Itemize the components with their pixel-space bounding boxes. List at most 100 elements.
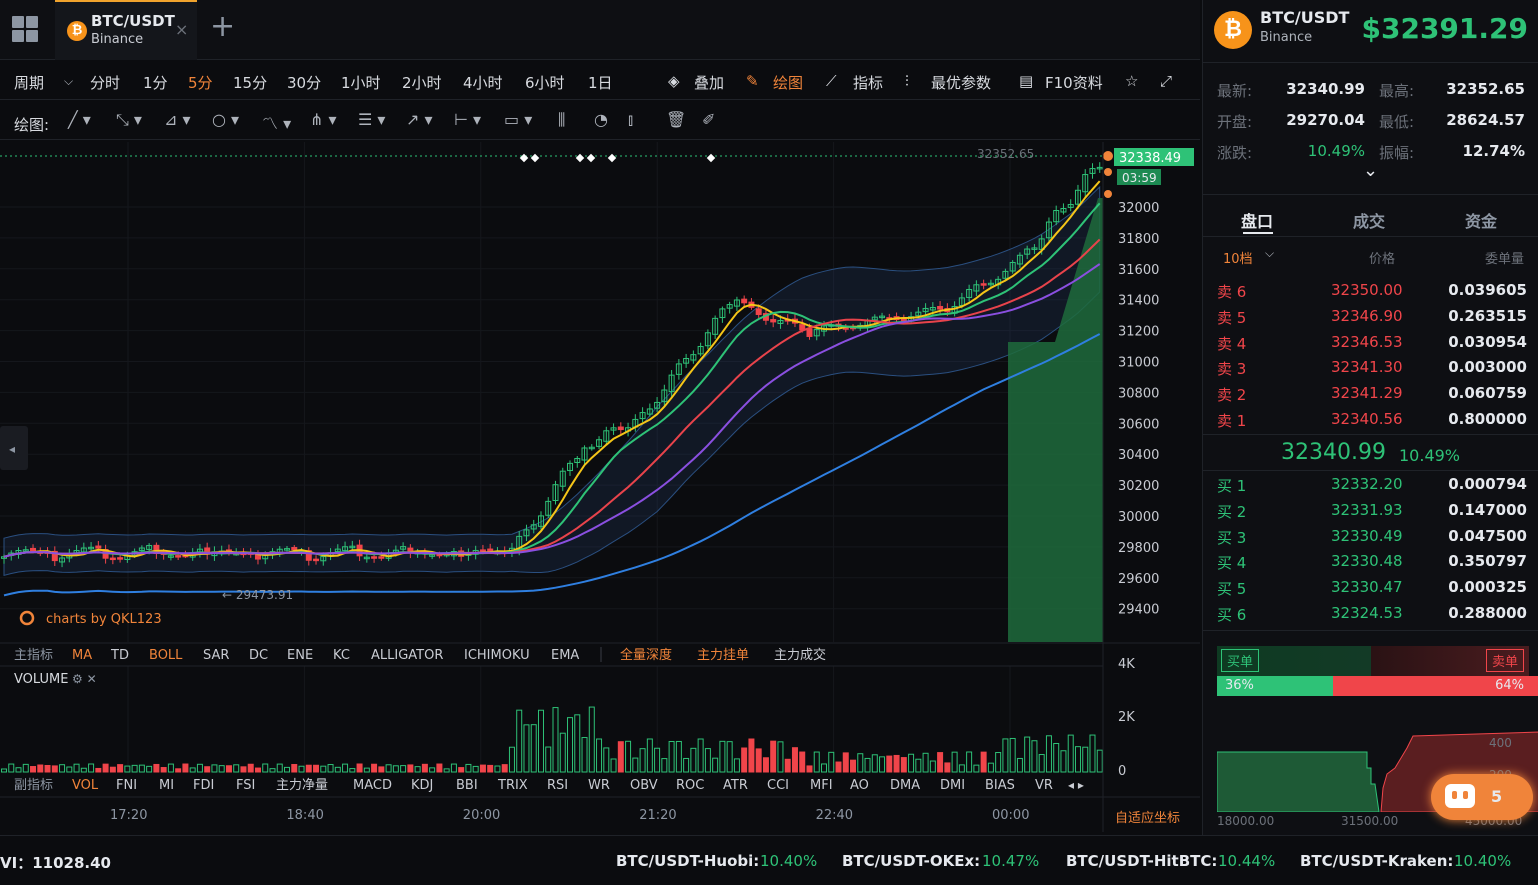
main-indicator-kc[interactable]: KC bbox=[333, 648, 350, 663]
pie-tool-icon[interactable]: ◔ bbox=[594, 110, 608, 129]
pencil-icon[interactable]: ✎ bbox=[746, 72, 759, 90]
tab-btc-usdt[interactable]: ₿ BTC/USDT Binance × bbox=[55, 0, 197, 60]
tab-orderbook[interactable]: 盘口 bbox=[1241, 212, 1274, 231]
sub-indicator-9[interactable]: TRIX bbox=[497, 778, 528, 793]
eraser-icon[interactable]: ✐ bbox=[702, 110, 716, 129]
main-indicator-dc[interactable]: DC bbox=[249, 648, 268, 663]
chart-line-icon[interactable]: ⟋ bbox=[826, 72, 837, 90]
sub-indicator-17[interactable]: AO bbox=[850, 778, 869, 793]
sub-indicator-18[interactable]: DMA bbox=[890, 778, 920, 793]
chevron-down-icon[interactable]: ⌵ bbox=[64, 74, 74, 88]
sub-indicator-11[interactable]: WR bbox=[588, 778, 610, 793]
overlay-button[interactable]: 叠加 bbox=[694, 74, 725, 92]
main-indicator-ene[interactable]: ENE bbox=[287, 648, 313, 663]
alert-dot[interactable] bbox=[1103, 151, 1113, 161]
sub-indicator-14[interactable]: ATR bbox=[723, 778, 748, 793]
bid-row[interactable]: 买 2 32331.93 0.147000 bbox=[1217, 499, 1527, 523]
sub-indicator-6[interactable]: MACD bbox=[353, 778, 392, 793]
fullscreen-icon[interactable]: ⤢ bbox=[1160, 72, 1173, 90]
main-indicator-ema[interactable]: EMA bbox=[551, 648, 579, 663]
bid-row[interactable]: 买 5 32330.47 0.000325 bbox=[1217, 576, 1527, 600]
period-15m[interactable]: 15分 bbox=[233, 74, 268, 92]
main-indicator-ma[interactable]: MA bbox=[72, 648, 92, 663]
apps-grid-icon[interactable] bbox=[12, 16, 38, 42]
circle-tool-icon[interactable]: ○ ▾ bbox=[212, 110, 240, 129]
sub-indicator-5[interactable]: 主力净量 bbox=[276, 778, 328, 793]
comment-tool-icon[interactable]: ▭ ▾ bbox=[504, 110, 533, 129]
chevron-down-icon[interactable]: ⌵ bbox=[1265, 246, 1275, 260]
sub-indicator-4[interactable]: FSI bbox=[236, 778, 255, 793]
add-tab-icon[interactable]: + bbox=[210, 9, 236, 44]
period-5m[interactable]: 5分 bbox=[188, 74, 213, 92]
main-indicator-sar[interactable]: SAR bbox=[203, 648, 229, 663]
tab-funds[interactable]: 资金 bbox=[1465, 212, 1498, 231]
sub-indicator-20[interactable]: BIAS bbox=[985, 778, 1015, 793]
chat-button[interactable]: 5 bbox=[1431, 774, 1533, 820]
main-indicator-alligator[interactable]: ALLIGATOR bbox=[371, 648, 443, 663]
sub-indicator-15[interactable]: CCI bbox=[767, 778, 789, 793]
collapse-panel-button[interactable] bbox=[0, 426, 28, 470]
depth-tab[interactable]: 主力成交 bbox=[774, 647, 826, 663]
ask-row[interactable]: 卖 5 32346.90 0.263515 bbox=[1217, 305, 1527, 329]
sub-indicator-12[interactable]: OBV bbox=[630, 778, 658, 793]
depth-tab[interactable]: 主力挂单 bbox=[697, 648, 749, 663]
period-4h[interactable]: 4小时 bbox=[463, 74, 503, 92]
main-indicator-ichimoku[interactable]: ICHIMOKU bbox=[464, 648, 530, 663]
sub-indicator-8[interactable]: BBI bbox=[456, 778, 478, 793]
period-30m[interactable]: 30分 bbox=[287, 74, 322, 92]
ask-row[interactable]: 卖 1 32340.56 0.800000 bbox=[1217, 408, 1527, 432]
period-1h[interactable]: 1小时 bbox=[341, 74, 381, 92]
ask-row[interactable]: 卖 2 32341.29 0.060759 bbox=[1217, 382, 1527, 406]
line-tool-icon[interactable]: ╱ ▾ bbox=[68, 110, 91, 129]
period-1d[interactable]: 1日 bbox=[588, 74, 613, 92]
main-indicator-td[interactable]: TD bbox=[110, 648, 129, 663]
ask-row[interactable]: 卖 4 32346.53 0.030954 bbox=[1217, 331, 1527, 355]
wave-tool-icon[interactable]: 〽 ▾ bbox=[262, 114, 292, 133]
sub-indicator-21[interactable]: VR bbox=[1035, 778, 1053, 793]
sub-indicator-0[interactable]: VOL bbox=[72, 778, 99, 793]
star-icon[interactable]: ☆ bbox=[1125, 72, 1139, 90]
price-chart[interactable]: 32352.65 ← 29473.91 32000 31800 31600 31400… bbox=[0, 142, 1200, 832]
sub-indicator-13[interactable]: ROC bbox=[676, 778, 704, 793]
indicators-button[interactable]: 指标 bbox=[853, 74, 884, 92]
sub-indicator-19[interactable]: DMI bbox=[940, 778, 965, 793]
ask-row[interactable]: 卖 6 32350.00 0.039605 bbox=[1217, 279, 1527, 303]
sub-indicator-7[interactable]: KDJ bbox=[411, 778, 433, 793]
sub-indicator-2[interactable]: MI bbox=[159, 778, 174, 793]
channel-tool-icon[interactable]: ⊿ ▾ bbox=[164, 110, 191, 129]
depth-select[interactable]: 10档 bbox=[1223, 252, 1253, 267]
histogram-tool-icon[interactable]: ⫾ bbox=[628, 110, 634, 129]
bid-row[interactable]: 买 6 32324.53 0.288000 bbox=[1217, 602, 1527, 626]
volume-settings-icon[interactable]: ⚙ ✕ bbox=[72, 672, 97, 686]
auto-axis-button[interactable]: 自适应坐标 bbox=[1115, 810, 1180, 826]
bid-row[interactable]: 买 1 32332.20 0.000794 bbox=[1217, 473, 1527, 497]
document-icon[interactable]: ▤ bbox=[1019, 72, 1034, 90]
sub-indicator-10[interactable]: RSI bbox=[547, 778, 568, 793]
sliders-icon[interactable]: ⫶ bbox=[905, 72, 909, 90]
sub-indicator-16[interactable]: MFI bbox=[810, 778, 833, 793]
measure-tool-icon[interactable]: ⊢ ▾ bbox=[454, 110, 482, 129]
sub-indicator-3[interactable]: FDI bbox=[193, 778, 214, 793]
period-timeshare[interactable]: 分时 bbox=[90, 74, 121, 92]
f10-button[interactable]: F10资料 bbox=[1045, 74, 1103, 92]
alert-dot[interactable] bbox=[1104, 190, 1112, 198]
fib-tool-icon[interactable]: ☰ ▾ bbox=[358, 110, 386, 129]
alert-dot[interactable] bbox=[1104, 168, 1112, 176]
arrow-tool-icon[interactable]: ↗ ▾ bbox=[406, 110, 433, 129]
bid-row[interactable]: 买 4 32330.48 0.350797 bbox=[1217, 550, 1527, 574]
collapse-arrow-icon[interactable]: ◂ bbox=[9, 442, 15, 456]
expand-chevron-icon[interactable]: ⌄ bbox=[1363, 160, 1379, 181]
layers-icon[interactable]: ◈ bbox=[668, 72, 680, 90]
period-1m[interactable]: 1分 bbox=[143, 74, 168, 92]
ray-tool-icon[interactable]: ⤡ ▾ bbox=[116, 110, 142, 129]
draw-button[interactable]: 绘图 bbox=[773, 74, 804, 92]
bid-row[interactable]: 买 3 32330.49 0.047500 bbox=[1217, 525, 1527, 549]
close-icon[interactable]: × bbox=[175, 20, 189, 39]
sub-indicator-1[interactable]: FNI bbox=[116, 778, 137, 793]
pattern-tool-icon[interactable]: ⋔ ▾ bbox=[310, 110, 337, 129]
period-2h[interactable]: 2小时 bbox=[402, 74, 442, 92]
main-indicator-boll[interactable]: BOLL bbox=[149, 648, 183, 663]
depth-tab[interactable]: 全量深度 bbox=[620, 647, 672, 663]
trash-icon[interactable]: 🗑 bbox=[666, 110, 687, 129]
best-params-button[interactable]: 最优参数 bbox=[931, 74, 992, 92]
